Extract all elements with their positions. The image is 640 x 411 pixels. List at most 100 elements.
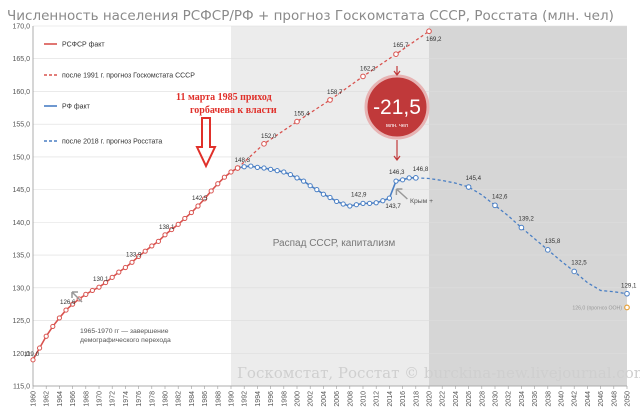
data-point [367,200,373,206]
data-point [400,177,406,183]
x-tick-label: 2028 [479,391,486,407]
data-point [360,73,366,80]
point-label: 142,5 [192,195,208,202]
x-tick-label: 2030 [493,391,500,407]
point-label: 146,8 [413,166,429,173]
x-tick-label: 1980 [163,391,170,407]
data-point [380,198,386,204]
difference-unit: млн. чел [386,123,408,129]
data-point [571,268,578,275]
x-tick-label: 1976 [136,391,143,407]
series-line-2 [237,165,416,207]
x-tick-label: 2010 [361,391,368,407]
data-point [169,226,175,233]
data-point [261,165,267,171]
gorbachev-line1: 11 марта 1985 приход [176,92,272,103]
data-point [287,171,293,178]
point-label: 129,1 [621,283,637,290]
x-tick-label: 2022 [440,391,447,407]
data-point [334,198,340,205]
data-point [188,209,194,216]
y-tick-label: 115,0 [13,384,30,391]
down-arrow-icon [195,117,217,169]
y-tick-label: 165,0 [12,56,30,63]
data-point [386,195,392,201]
data-point [149,243,155,249]
data-point [96,284,102,290]
x-tick-label: 1966 [70,391,77,407]
point-label: 155,4 [294,111,310,118]
data-point [393,51,399,57]
data-point [406,175,412,181]
legend: РСФСР факт после 1991 г. прогноз Госкомст… [44,42,195,146]
data-point [136,253,142,259]
series-line-3 [415,177,628,295]
y-tick-label: 145,0 [12,187,30,194]
period-shading [231,26,627,386]
x-tick-label: 2016 [400,391,407,407]
demographic-line1: 1965-1970 гг — завершение [80,328,169,335]
data-point [30,357,36,363]
x-tick-label: 1988 [215,391,222,407]
point-label: 145,4 [466,175,482,182]
x-tick-label: 1972 [110,391,117,407]
difference-value: -21,5 [373,96,421,119]
data-point [63,307,69,313]
x-tick-label: 1996 [268,391,275,407]
demographic-arrow-icon [71,291,83,303]
data-point [155,238,161,244]
x-tick-label: 2046 [598,391,605,407]
x-tick-label: 1968 [83,391,90,407]
x-tick-label: 1994 [255,391,262,407]
data-point [89,287,96,294]
x-tick-label: 1964 [57,391,64,407]
point-label: 138,1 [159,224,175,231]
data-point [43,333,49,339]
legend-label-3: после 2018 г. прогноз Росстата [62,139,162,146]
point-label: 152,0 [261,133,277,140]
vertical-arrows-icon [393,66,401,161]
data-point [228,169,234,175]
data-point [347,203,353,209]
un-forecast-point [624,304,630,311]
x-axis-ticks: 1960 1962 1964 1966 1968 1970 1972 1974 1976 1978… [31,386,632,407]
data-point [327,194,333,201]
x-tick-label: 2002 [308,391,315,407]
point-label: 142,9 [351,191,367,198]
y-axis-ticks: 115,0 120,0 125,0 130,0 135,0 140,0 145,0 150,0… [12,24,30,391]
chart-title: Численность населения РСФСР/РФ + прогноз… [7,8,614,24]
data-point [162,232,168,238]
data-point [301,178,307,184]
point-label: 169,2 [426,36,442,43]
data-point [261,141,267,147]
data-point [413,175,419,181]
point-label: 130,1 [93,276,109,283]
y-tick-label: 125,0 [12,318,30,325]
data-point [142,248,148,254]
x-tick-label: 1970 [97,391,104,407]
point-label: 135,8 [545,238,561,245]
gorbachev-annotation: 11 марта 1985 приход горбачева к власти [176,92,277,169]
point-label: 165,7 [393,42,409,49]
y-tick-label: 130,0 [12,285,30,292]
difference-badge: -21,5 млн. чел [364,66,430,161]
data-point [175,221,181,227]
crimea-arrow-icon [395,188,408,200]
point-label: 162,3 [360,65,376,72]
data-point [545,247,551,253]
data-point [492,202,498,209]
x-tick-label: 2038 [545,391,552,407]
shaded-period-1 [429,26,627,386]
x-tick-label: 1982 [176,391,183,407]
point-label: 158,7 [327,89,343,96]
data-point [518,224,525,231]
x-tick-label: 1990 [229,391,236,407]
data-point [373,200,379,206]
point-label: 119,0 [24,351,40,358]
y-tick-label: 155,0 [12,122,30,129]
data-point [426,28,432,35]
data-point [208,188,214,194]
data-point [83,291,89,297]
legend-label-0: РСФСР факт [62,42,105,49]
